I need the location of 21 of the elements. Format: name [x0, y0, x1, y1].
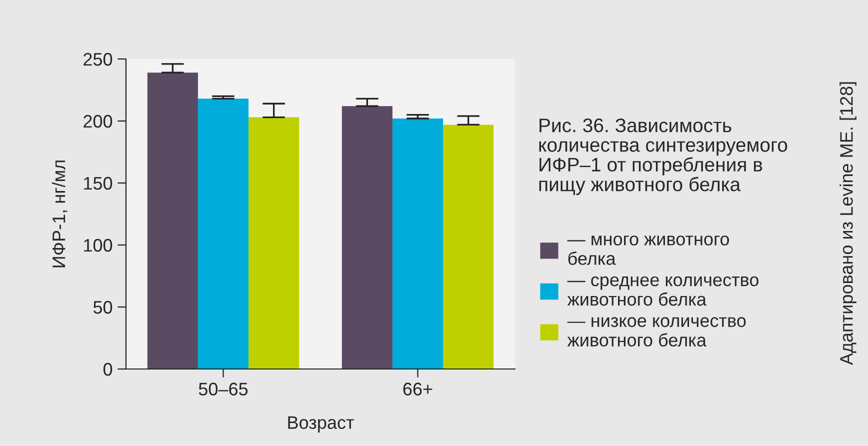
y-tick-label: 150 — [84, 176, 112, 190]
x-tick-label: 50–65 — [198, 382, 248, 396]
x-axis-title: Возраст — [288, 416, 354, 433]
legend-label: — много животного белка — [567, 236, 729, 265]
y-tick-label: 100 — [84, 238, 112, 252]
bar — [248, 117, 300, 369]
legend-label: — среднее количество животного белка — [567, 276, 758, 306]
y-tick-label: 0 — [103, 362, 112, 376]
text: Адаптировано из Levine ME. [128] — [840, 82, 856, 366]
y-tick-label: 250 — [84, 52, 112, 66]
x-tick-label: 66+ — [403, 382, 432, 396]
text: Рис. 36. Зависимость количества синтезируемого ИФР–1 от потребления в пищу животного белка — [539, 118, 788, 196]
y-axis-title: ИФР-1, нг/мл — [52, 160, 68, 268]
bar — [443, 124, 494, 369]
bar — [198, 98, 249, 369]
bar — [147, 72, 198, 369]
bar — [342, 106, 392, 369]
legend-label: — низкое количество животного белка — [567, 317, 746, 347]
y-tick-label: 50 — [93, 300, 112, 314]
bar — [392, 118, 444, 369]
y-tick-label: 200 — [84, 114, 112, 128]
